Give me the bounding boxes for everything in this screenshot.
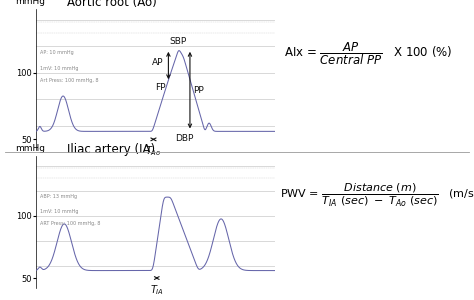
Text: Aortic root (Ao): Aortic root (Ao) (67, 0, 156, 9)
Text: AP: AP (152, 58, 164, 68)
Text: ART Press: 100 mmHg, 8: ART Press: 100 mmHg, 8 (40, 220, 100, 226)
Text: PWV = $\dfrac{Distance\ (m)}{T_{IA}\ (sec)\ -\ T_{Ao}\ (sec)}$   (m/sec): PWV = $\dfrac{Distance\ (m)}{T_{IA}\ (se… (280, 182, 474, 208)
Text: 1mV: 10 mmHg: 1mV: 10 mmHg (40, 66, 79, 70)
Text: 1mV: 10 mmHg: 1mV: 10 mmHg (40, 209, 79, 214)
Text: mmHg: mmHg (15, 0, 45, 6)
Text: $T_{IA}$: $T_{IA}$ (150, 283, 164, 297)
Text: FP: FP (155, 83, 166, 92)
Text: AP: 10 mmHg: AP: 10 mmHg (40, 50, 74, 55)
Text: $T_{Ao}$: $T_{Ao}$ (145, 145, 162, 158)
Text: Art Press: 100 mmHg, 8: Art Press: 100 mmHg, 8 (40, 78, 99, 83)
Text: SBP: SBP (169, 37, 187, 46)
Text: DBP: DBP (175, 134, 194, 143)
Text: PP: PP (193, 85, 203, 94)
Text: mmHg: mmHg (15, 144, 45, 153)
Text: AIx = $\dfrac{AP}{Central\ PP}$   X 100 (%): AIx = $\dfrac{AP}{Central\ PP}$ X 100 (%… (284, 41, 453, 67)
Text: ABP: 13 mmHg: ABP: 13 mmHg (40, 194, 77, 199)
Text: Iliac artery (IA): Iliac artery (IA) (67, 143, 155, 156)
